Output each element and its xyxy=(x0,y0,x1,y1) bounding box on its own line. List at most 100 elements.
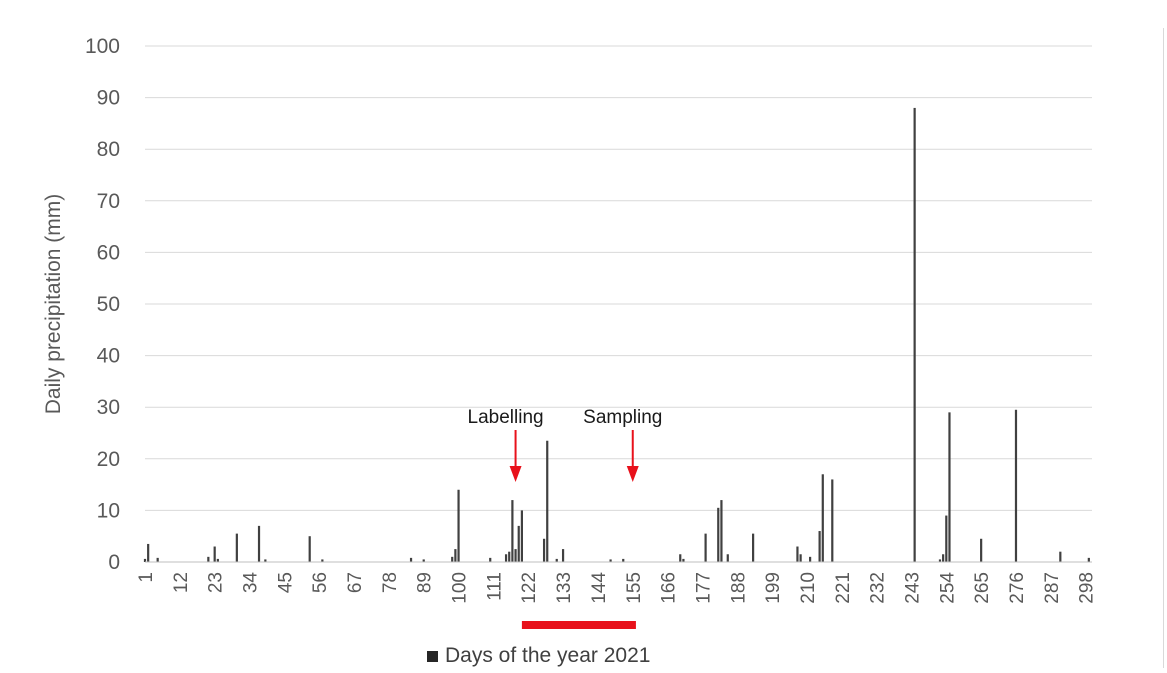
right-frame-line xyxy=(1163,28,1164,668)
x-tick-label: 89 xyxy=(415,572,436,593)
x-tick-label: 133 xyxy=(554,572,575,604)
x-tick-label: 276 xyxy=(1007,572,1028,604)
bar xyxy=(831,479,834,562)
bar xyxy=(1087,557,1090,562)
bar xyxy=(514,549,517,562)
y-tick-label: 70 xyxy=(97,190,120,213)
y-tick-label: 0 xyxy=(108,551,120,574)
bar xyxy=(542,538,546,562)
x-tick-labels: 1 12 23 34 45 56 67 78 89 100 111 122 133 144 155 166 17… xyxy=(136,572,1098,604)
bar xyxy=(796,546,799,562)
annotations: Labelling Sampling xyxy=(468,407,662,629)
bar xyxy=(517,525,520,562)
x-tick-label: 188 xyxy=(728,572,749,604)
bar xyxy=(799,554,802,562)
bar xyxy=(213,546,216,562)
bar xyxy=(679,554,682,562)
bar xyxy=(520,510,523,562)
bar xyxy=(451,556,454,562)
bar xyxy=(913,107,916,563)
x-tick-label: 243 xyxy=(902,572,923,604)
y-tick-label: 90 xyxy=(97,87,120,110)
x-tick-label: 100 xyxy=(450,572,471,604)
x-tick-label: 111 xyxy=(484,572,505,601)
sampling-period-bar xyxy=(521,621,636,629)
y-tick-label: 60 xyxy=(97,241,120,264)
x-tick-label: 78 xyxy=(380,572,401,593)
bar xyxy=(454,549,457,562)
bar xyxy=(546,440,549,562)
bar xyxy=(207,556,210,562)
x-tick-label: 221 xyxy=(833,572,854,604)
bars xyxy=(143,107,1090,563)
bar xyxy=(321,559,324,562)
bar xyxy=(821,474,824,562)
bar xyxy=(942,554,945,562)
bar xyxy=(622,558,625,562)
labelling-arrow-head xyxy=(509,466,522,482)
sampling-arrow-head xyxy=(626,466,639,482)
labelling-annotation-label: Labelling xyxy=(468,407,544,428)
bar xyxy=(264,559,267,562)
bar xyxy=(809,556,812,562)
y-tick-label: 10 xyxy=(97,499,120,522)
bar xyxy=(720,500,723,562)
bar xyxy=(948,412,951,562)
bar xyxy=(235,533,238,562)
x-tick-label: 199 xyxy=(763,572,784,604)
bar xyxy=(257,525,261,562)
bar xyxy=(147,543,150,562)
x-tick-label: 177 xyxy=(693,572,714,604)
bar xyxy=(308,536,311,562)
x-tick-label: 265 xyxy=(972,572,993,604)
x-tick-label: 67 xyxy=(345,572,366,593)
bar xyxy=(980,538,983,562)
x-tick-label: 1 xyxy=(136,572,157,583)
x-tick-label: 144 xyxy=(589,572,610,604)
x-tick-label: 287 xyxy=(1042,572,1063,604)
x-tick-label: 56 xyxy=(310,572,331,593)
y-tick-labels: 0 10 20 30 40 50 60 70 80 90 100 xyxy=(85,35,120,574)
bar xyxy=(682,558,685,562)
bar xyxy=(818,531,821,562)
x-tick-label: 45 xyxy=(275,572,296,593)
bar xyxy=(555,558,558,562)
bar xyxy=(945,515,948,562)
bar xyxy=(422,559,425,562)
y-tick-label: 80 xyxy=(97,138,120,161)
x-tick-label: 122 xyxy=(519,572,540,604)
bar xyxy=(717,507,720,562)
x-tick-label: 254 xyxy=(937,572,958,604)
bar xyxy=(752,533,755,562)
y-tick-label: 40 xyxy=(97,345,120,368)
bar xyxy=(504,554,508,562)
bar xyxy=(1059,551,1062,562)
bar xyxy=(409,557,413,562)
bar xyxy=(561,549,565,562)
y-tick-label: 20 xyxy=(97,448,120,471)
legend-swatch xyxy=(427,650,438,662)
x-tick-label: 232 xyxy=(868,572,889,604)
x-tick-label: 166 xyxy=(659,572,680,604)
x-tick-label: 23 xyxy=(206,572,227,593)
bar xyxy=(216,558,219,562)
bar xyxy=(609,559,612,562)
y-axis-label: Daily precipitation (mm) xyxy=(42,194,65,415)
x-tick-label: 34 xyxy=(241,572,262,594)
x-tick-label: 155 xyxy=(624,572,645,604)
y-tick-label: 50 xyxy=(97,293,120,316)
grid-lines xyxy=(145,45,1092,511)
bar xyxy=(511,500,514,562)
bar xyxy=(726,554,729,562)
bar xyxy=(508,551,511,562)
y-tick-label: 100 xyxy=(85,35,120,58)
legend-label: Days of the year 2021 xyxy=(445,644,651,667)
bar xyxy=(156,557,159,562)
bar xyxy=(938,559,942,562)
bar xyxy=(457,489,460,562)
bar xyxy=(143,558,147,562)
legend: Days of the year 2021 xyxy=(427,644,650,668)
bar xyxy=(1014,409,1018,562)
y-tick-label: 30 xyxy=(97,396,120,419)
